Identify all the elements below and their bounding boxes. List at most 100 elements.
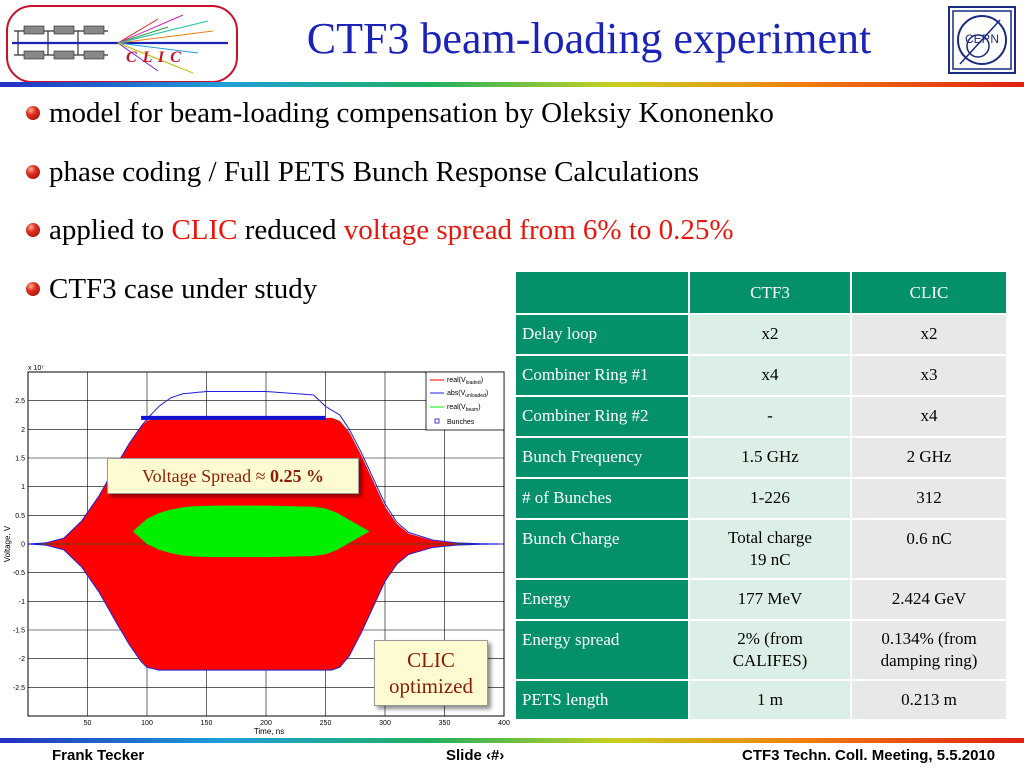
ctf3-cell: Total charge 19 nC	[688, 518, 852, 580]
y-axis-label: Voltage, V	[4, 525, 12, 562]
unloaded-voltage-line-lower	[28, 543, 504, 671]
footer: Frank Tecker Slide ‹#› CTF3 Techn. Coll.…	[0, 740, 1024, 768]
ctf3-cell: x4	[688, 354, 852, 397]
x-tick-label: 300	[379, 720, 391, 727]
bullet-item: phase coding / Full PETS Bunch Response …	[26, 155, 699, 189]
footer-slide-number: Slide ‹#›	[446, 747, 505, 764]
callout-line: CLIC	[407, 648, 455, 672]
chart-frame	[27, 371, 505, 717]
ctf3-cell: x2	[688, 313, 852, 356]
row-label: Energy	[514, 578, 690, 621]
row-label: Bunch Charge	[514, 518, 690, 580]
voltage-spread-callout: Voltage Spread ≈ 0.25 %	[107, 458, 359, 494]
callout-value: 0.25 %	[270, 466, 325, 486]
bullet-highlight: voltage spread from 6% to 0.25%	[343, 214, 734, 246]
table-row: Combiner Ring #1 x4 x3	[514, 354, 1008, 397]
bullet-icon	[26, 165, 40, 180]
row-label: Combiner Ring #1	[514, 354, 690, 397]
table-header-cell: CLIC	[850, 270, 1008, 315]
clic-cell: 0.6 nC	[850, 518, 1008, 580]
x-tick-label: 250	[320, 720, 332, 727]
clic-logo-text: C L I C	[126, 49, 182, 66]
x-tick-label: 50	[84, 720, 92, 727]
table-row: # of Bunches 1-226 312	[514, 477, 1008, 520]
clic-cell: 0.134% (from damping ring)	[850, 619, 1008, 681]
row-label: # of Bunches	[514, 477, 690, 520]
row-label: Delay loop	[514, 313, 690, 356]
clic-cell: 0.213 m	[850, 679, 1008, 721]
y-tick-label: 0	[21, 542, 25, 549]
cern-logo-text: CERN	[965, 32, 999, 46]
bottom-divider	[0, 738, 1024, 743]
row-label: Combiner Ring #2	[514, 395, 690, 438]
bullet-text: applied to	[49, 214, 172, 246]
clic-cell: 2.424 GeV	[850, 578, 1008, 621]
bullet-icon	[26, 223, 40, 238]
row-label: PETS length	[514, 679, 690, 721]
bullet-item: model for beam-loading compensation by O…	[26, 96, 774, 130]
ctf3-cell: 1 m	[688, 679, 852, 721]
callout-line: optimized	[389, 674, 473, 698]
chart-legend: real(Vloaded) abs(Vunloaded) real(Vbeam)…	[425, 371, 505, 431]
bullet-item: applied to CLIC reduced voltage spread f…	[26, 213, 734, 247]
legend-label: Bunches	[447, 419, 475, 426]
y-tick-label: -1	[19, 599, 25, 606]
legend-label: real(Vbeam)	[447, 404, 481, 413]
legend-label: abs(Vunloaded)	[447, 390, 488, 399]
legend-label: real(Vloaded)	[447, 377, 483, 386]
y-tick-label: -0.5	[13, 570, 25, 577]
y-tick-label: 2.5	[15, 398, 25, 405]
y-tick-label: 0.5	[15, 513, 25, 520]
x-tick-label: 400	[498, 720, 510, 727]
x-tick-label: 200	[260, 720, 272, 727]
ctf3-cell: 1-226	[688, 477, 852, 520]
table-row: PETS length 1 m 0.213 m	[514, 679, 1008, 721]
cern-logo: CERN	[948, 6, 1016, 74]
y-tick-label: -2	[19, 656, 25, 663]
table-header-row: CTF3 CLIC	[514, 270, 1008, 315]
bullet-text: model for beam-loading compensation by O…	[49, 97, 774, 129]
ctf3-cell: 1.5 GHz	[688, 436, 852, 479]
x-tick-label: 150	[201, 720, 213, 727]
bullet-icon	[26, 106, 40, 121]
page-title: CTF3 beam-loading experiment	[306, 14, 872, 63]
x-tick-label: 100	[141, 720, 153, 727]
footer-author: Frank Tecker	[52, 747, 145, 764]
ctf3-cell: 177 MeV	[688, 578, 852, 621]
clic-cell: x4	[850, 395, 1008, 438]
clic-logo: C L I C	[6, 5, 238, 83]
table-row: Combiner Ring #2 - x4	[514, 395, 1008, 438]
table-row: Delay loop x2 x2	[514, 313, 1008, 356]
top-divider	[0, 82, 1024, 87]
bullet-item: CTF3 case under study	[26, 272, 317, 306]
bullet-text: reduced	[237, 214, 344, 246]
clic-cell: x3	[850, 354, 1008, 397]
callout-text: Voltage Spread ≈	[141, 466, 271, 486]
clic-cell: 2 GHz	[850, 436, 1008, 479]
parameters-table: CTF3 CLIC Delay loop x2 x2 Combiner Ring…	[514, 270, 1008, 721]
table-header-cell	[514, 270, 690, 315]
y-tick-label: 1	[21, 484, 25, 491]
bullet-text: phase coding / Full PETS Bunch Response …	[49, 156, 700, 188]
clic-cell: x2	[850, 313, 1008, 356]
x-axis-label: Time, ns	[254, 727, 284, 736]
y-tick-label: -1.5	[13, 628, 25, 635]
table-row: Bunch Frequency 1.5 GHz 2 GHz	[514, 436, 1008, 479]
bullet-text: CTF3 case under study	[49, 273, 318, 305]
y-tick-label: 2	[21, 427, 25, 434]
ctf3-cell: -	[688, 395, 852, 438]
beam-voltage-area	[132, 505, 370, 558]
y-tick-label: -2.5	[13, 685, 25, 692]
footer-meeting: CTF3 Techn. Coll. Meeting, 5.5.2010	[742, 747, 996, 764]
clic-cell: 312	[850, 477, 1008, 520]
y-multiplier-label: x 10⁷	[28, 365, 44, 372]
row-label: Bunch Frequency	[514, 436, 690, 479]
table-row: Bunch Charge Total charge 19 nC 0.6 nC	[514, 518, 1008, 580]
chart-ticks: 50 100 150 200 250 300 350 400 -2.5 -2 -1.5 -1 -0.5 0…	[13, 398, 510, 727]
x-tick-label: 350	[439, 720, 451, 727]
y-tick-label: 1.5	[15, 456, 25, 463]
bullet-icon	[26, 282, 40, 297]
table-row: Energy spread 2% (from CALIFES) 0.134% (…	[514, 619, 1008, 681]
clic-optimized-callout: CLIC optimized	[374, 640, 488, 706]
table-row: Energy 177 MeV 2.424 GeV	[514, 578, 1008, 621]
